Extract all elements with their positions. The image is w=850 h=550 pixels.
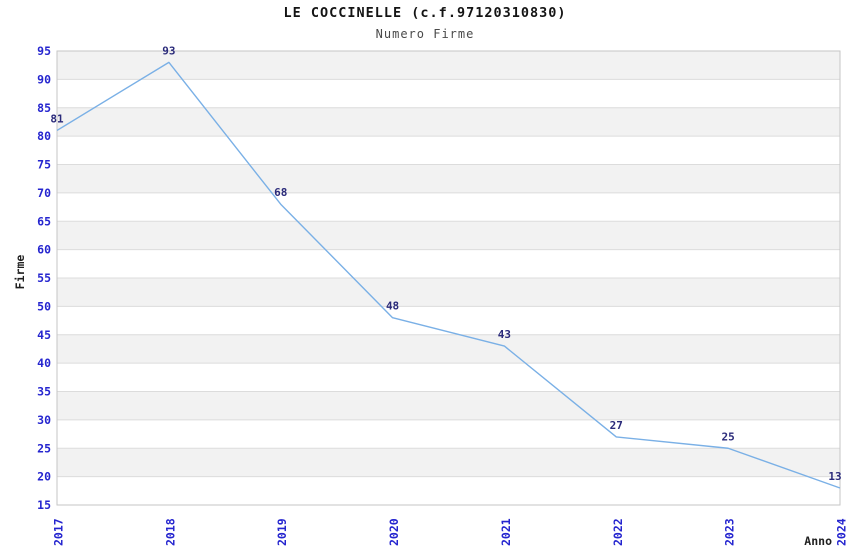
x-tick-label: 2018	[163, 518, 177, 546]
plot-border	[56, 50, 841, 506]
x-tick-label: 2023	[723, 518, 737, 546]
plot-band	[57, 249, 840, 278]
x-tick-label: 2021	[499, 518, 513, 546]
plot-band	[57, 448, 840, 477]
y-tick-label: 75	[37, 158, 51, 172]
point-label: 25	[722, 430, 735, 443]
plot-band	[57, 306, 840, 335]
y-tick-label: 50	[37, 299, 51, 313]
point-label: 48	[386, 300, 399, 313]
chart-subtitle: Numero Firme	[375, 27, 475, 41]
y-tick-label: 45	[37, 328, 51, 342]
chart-title: LE COCCINELLE (c.f.97120310830)	[283, 5, 567, 21]
point-label: 13	[828, 470, 841, 483]
point-label: 27	[610, 419, 623, 432]
x-tick-label: 2017	[52, 518, 66, 546]
x-tick-label: 2019	[275, 518, 289, 546]
plot-band	[57, 334, 840, 364]
y-tick-label: 15	[37, 498, 51, 512]
y-tick-label: 40	[37, 356, 51, 370]
y-tick-label: 95	[37, 44, 51, 58]
x-axis-title: Anno	[804, 534, 832, 548]
plot-band	[57, 192, 840, 222]
plot-band	[57, 476, 840, 505]
y-tick-label: 70	[37, 186, 51, 200]
y-tick-label: 60	[37, 243, 51, 257]
plot-band	[57, 51, 840, 80]
series-line	[56, 61, 841, 489]
y-tick-label: 25	[37, 441, 51, 455]
point-label: 43	[498, 328, 511, 341]
y-tick-label: 20	[37, 470, 51, 484]
point-label: 68	[274, 186, 287, 199]
plot-band	[57, 164, 840, 193]
plot-band	[57, 363, 840, 392]
point-label: 93	[162, 44, 175, 57]
x-tick-label: 2020	[387, 518, 401, 546]
plot-band	[57, 221, 840, 250]
plot-band	[57, 391, 840, 420]
plot-band	[57, 278, 840, 307]
y-tick-label: 90	[37, 72, 51, 86]
plot-band	[57, 419, 840, 449]
y-tick-label: 30	[37, 413, 51, 427]
y-tick-label: 85	[37, 101, 51, 115]
y-tick-label: 65	[37, 214, 51, 228]
point-label: 81	[50, 112, 64, 125]
y-tick-label: 80	[37, 129, 51, 143]
y-tick-label: 35	[37, 385, 51, 399]
plot-band	[57, 79, 840, 108]
x-tick-label: 2024	[835, 518, 849, 546]
plot-band	[57, 107, 840, 137]
y-axis-title: Firme	[13, 254, 27, 290]
plot-band	[57, 136, 840, 165]
x-tick-label: 2022	[611, 518, 625, 546]
y-tick-label: 55	[37, 271, 51, 285]
